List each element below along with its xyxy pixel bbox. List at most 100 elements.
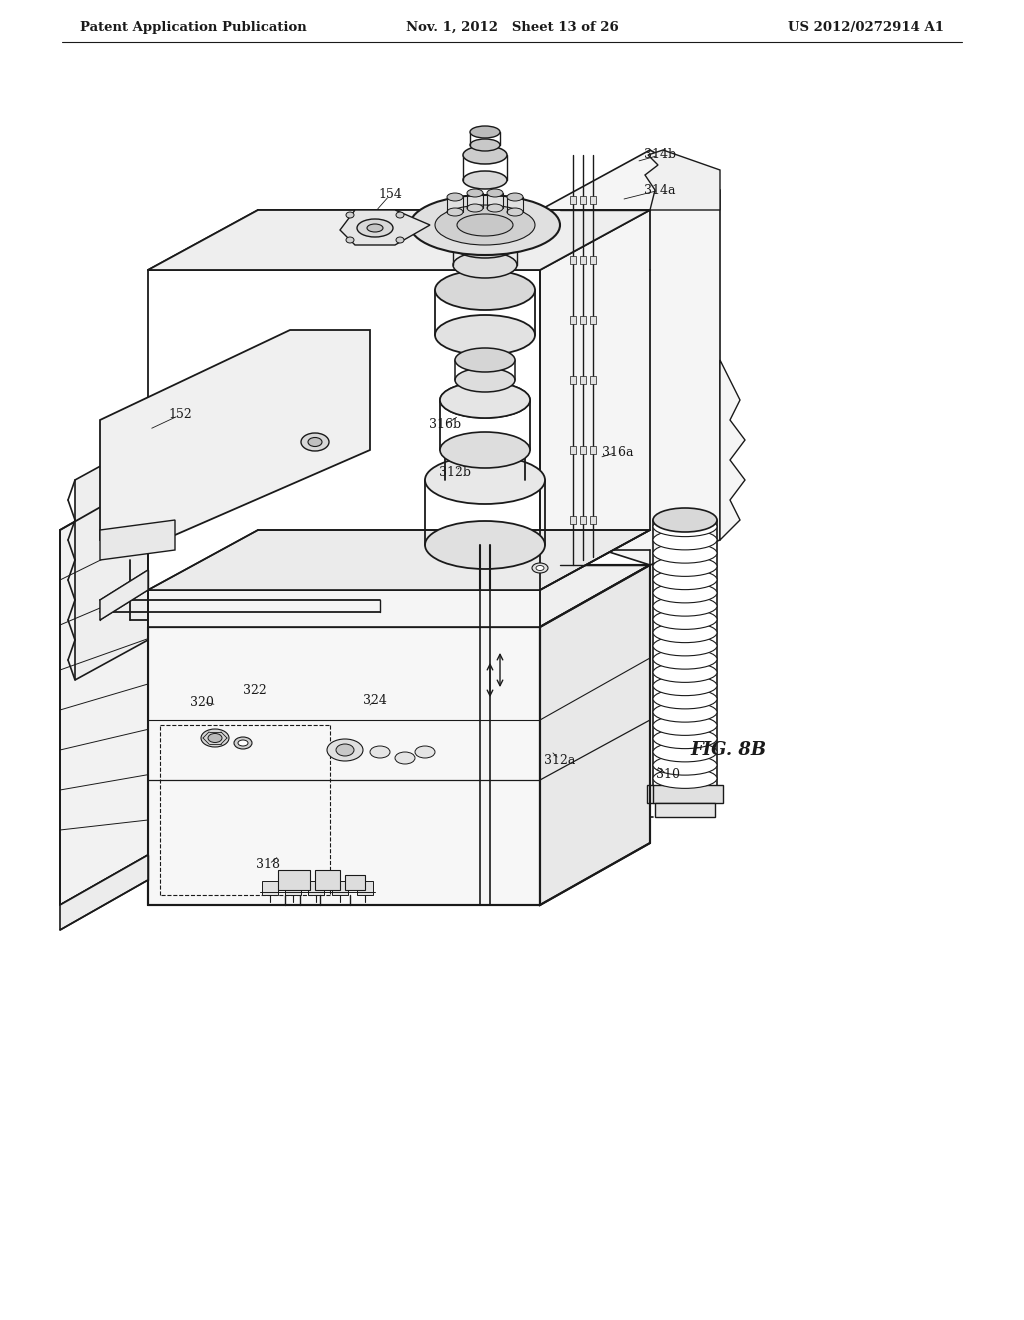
Ellipse shape <box>653 543 717 564</box>
Bar <box>357 880 373 895</box>
Ellipse shape <box>653 636 717 656</box>
Ellipse shape <box>507 193 523 201</box>
Polygon shape <box>540 150 720 565</box>
Bar <box>590 256 596 264</box>
Ellipse shape <box>435 271 535 310</box>
Ellipse shape <box>208 734 222 742</box>
Ellipse shape <box>653 663 717 682</box>
Ellipse shape <box>653 529 717 550</box>
Ellipse shape <box>336 744 354 756</box>
Ellipse shape <box>455 348 515 372</box>
Polygon shape <box>100 330 370 540</box>
Polygon shape <box>100 570 148 620</box>
Text: 312b: 312b <box>439 466 471 479</box>
Text: 154: 154 <box>378 189 402 202</box>
Bar <box>345 875 365 890</box>
Ellipse shape <box>470 139 500 150</box>
Text: 316b: 316b <box>429 418 461 432</box>
Polygon shape <box>148 627 540 906</box>
Ellipse shape <box>653 623 717 643</box>
Ellipse shape <box>536 565 544 570</box>
Ellipse shape <box>367 224 383 232</box>
Polygon shape <box>148 531 650 590</box>
Polygon shape <box>720 360 745 540</box>
Ellipse shape <box>653 649 717 669</box>
Polygon shape <box>540 565 650 906</box>
Text: 320: 320 <box>190 696 214 709</box>
Text: 310: 310 <box>656 768 680 781</box>
Bar <box>570 516 575 524</box>
Bar <box>580 256 586 264</box>
Ellipse shape <box>396 238 404 243</box>
Ellipse shape <box>327 739 362 762</box>
Ellipse shape <box>410 195 560 255</box>
Bar <box>285 880 301 895</box>
Bar <box>570 256 575 264</box>
Ellipse shape <box>455 368 515 392</box>
Ellipse shape <box>425 455 545 504</box>
Ellipse shape <box>425 521 545 569</box>
Text: Patent Application Publication: Patent Application Publication <box>80 21 307 33</box>
Ellipse shape <box>346 213 354 218</box>
Bar <box>590 516 596 524</box>
Ellipse shape <box>653 768 717 788</box>
Ellipse shape <box>653 702 717 722</box>
Ellipse shape <box>467 189 483 197</box>
Ellipse shape <box>653 729 717 748</box>
Bar <box>580 516 586 524</box>
Ellipse shape <box>440 432 530 469</box>
Ellipse shape <box>346 238 354 243</box>
Bar <box>262 880 278 895</box>
Ellipse shape <box>507 209 523 216</box>
Ellipse shape <box>457 214 513 236</box>
Ellipse shape <box>435 315 535 355</box>
Ellipse shape <box>440 381 530 418</box>
Ellipse shape <box>470 125 500 139</box>
Bar <box>580 195 586 205</box>
Ellipse shape <box>653 508 717 532</box>
Ellipse shape <box>653 610 717 630</box>
Polygon shape <box>60 480 148 906</box>
Ellipse shape <box>301 433 329 451</box>
Bar <box>580 376 586 384</box>
Ellipse shape <box>532 564 548 573</box>
Polygon shape <box>60 855 148 931</box>
Text: 314a: 314a <box>644 183 676 197</box>
Bar <box>590 315 596 323</box>
Bar <box>315 870 340 890</box>
Ellipse shape <box>201 729 229 747</box>
Ellipse shape <box>653 715 717 735</box>
Ellipse shape <box>653 516 717 537</box>
Ellipse shape <box>238 741 248 746</box>
Ellipse shape <box>447 193 463 201</box>
Bar <box>278 870 310 890</box>
Bar <box>590 376 596 384</box>
Ellipse shape <box>653 570 717 590</box>
Text: Nov. 1, 2012   Sheet 13 of 26: Nov. 1, 2012 Sheet 13 of 26 <box>406 21 618 33</box>
Ellipse shape <box>308 437 322 446</box>
Polygon shape <box>148 210 650 271</box>
Text: US 2012/0272914 A1: US 2012/0272914 A1 <box>788 21 944 33</box>
Bar <box>570 315 575 323</box>
Ellipse shape <box>415 746 435 758</box>
Text: 322: 322 <box>243 684 267 697</box>
Ellipse shape <box>653 556 717 577</box>
Ellipse shape <box>435 205 535 246</box>
Ellipse shape <box>453 232 517 257</box>
Text: 318: 318 <box>256 858 280 871</box>
Text: 324: 324 <box>364 693 387 706</box>
Bar <box>332 880 348 895</box>
Ellipse shape <box>463 172 507 189</box>
Polygon shape <box>75 440 148 680</box>
Ellipse shape <box>440 381 530 418</box>
Bar <box>570 195 575 205</box>
Bar <box>580 315 586 323</box>
Text: 316a: 316a <box>602 446 634 458</box>
Text: 312a: 312a <box>545 754 575 767</box>
Polygon shape <box>645 150 720 210</box>
Ellipse shape <box>234 737 252 748</box>
Ellipse shape <box>487 205 503 213</box>
Ellipse shape <box>445 434 525 466</box>
Bar <box>590 195 596 205</box>
Ellipse shape <box>463 147 507 164</box>
